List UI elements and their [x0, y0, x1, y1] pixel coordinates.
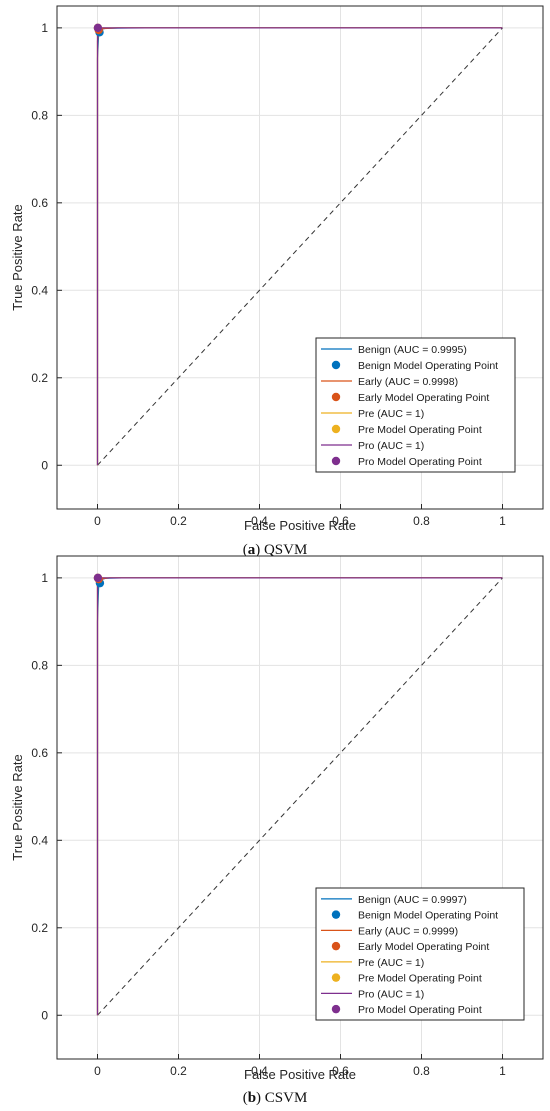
- x-axis-label: False Positive Rate: [244, 1067, 356, 1082]
- operating-point-pro: [93, 23, 103, 33]
- legend-entry-label: Pre (AUC = 1): [358, 957, 424, 969]
- y-tick-label: 0.8: [31, 658, 48, 672]
- figure-caption: (a) QSVM: [243, 542, 308, 558]
- caption-text: QSVM: [264, 542, 307, 558]
- x-tick-label: 0: [94, 1064, 101, 1078]
- x-tick-label: 0.6: [332, 514, 349, 528]
- x-tick-label: 0.4: [251, 1064, 268, 1078]
- chance-diagonal-line: [97, 577, 503, 1016]
- y-tick-label: 1: [41, 21, 48, 35]
- legend: Benign (AUC = 0.9997) Benign Model Operat…: [315, 887, 525, 1021]
- legend-entry-label: Early (AUC = 0.9999): [358, 925, 458, 937]
- y-tick-label: 0.4: [31, 283, 48, 297]
- y-tick-label: 0.2: [31, 921, 48, 935]
- legend-entry-label: Early (AUC = 0.9998): [358, 376, 458, 388]
- x-tick-label: 0.2: [170, 514, 187, 528]
- legend-entry-label: Early Model Operating Point: [358, 941, 489, 953]
- caption-label: b: [248, 1090, 256, 1106]
- x-tick-label: 0.6: [332, 1064, 349, 1078]
- x-tick-label: 0: [94, 514, 101, 528]
- legend-marker-swatch: [331, 910, 341, 919]
- legend-entry-label: Benign Model Operating Point: [358, 360, 498, 372]
- roc-chart-a: 0 0.2 0.4 0.6 0.8 1 0 0.2 0.4 0.6 0.8 1 False Positi…: [10, 5, 544, 558]
- legend-entry-label: Pro (AUC = 1): [358, 988, 424, 1000]
- legend-entry-label: Pre Model Operating Point: [358, 973, 482, 985]
- y-tick-label: 0.4: [31, 833, 48, 847]
- caption-text: CSVM: [265, 1090, 308, 1106]
- x-tick-label: 0.4: [251, 514, 268, 528]
- axes-box: [56, 5, 544, 510]
- x-axis-label: False Positive Rate: [244, 518, 356, 533]
- y-tick-label: 1: [41, 571, 48, 585]
- legend-marker-swatch: [331, 360, 341, 370]
- figure-caption: (b) CSVM: [243, 1090, 308, 1106]
- operating-point-pro: [93, 573, 103, 583]
- y-tick-label: 0.8: [31, 108, 48, 122]
- legend-box: [315, 887, 525, 1021]
- legend-marker-swatch: [331, 1004, 341, 1014]
- legend-entry-label: Pro Model Operating Point: [358, 1004, 482, 1016]
- legend-entry-label: Early Model Operating Point: [358, 392, 489, 404]
- y-tick-label: 0.6: [31, 196, 48, 210]
- y-axis-label: True Positive Rate: [10, 754, 25, 860]
- y-tick-label: 0: [41, 1008, 48, 1022]
- chance-diagonal-line: [97, 27, 503, 466]
- legend-marker-swatch: [331, 424, 341, 434]
- caption-label: a: [248, 542, 256, 558]
- legend-box: [315, 337, 516, 473]
- legend-entry-label: Pro (AUC = 1): [358, 440, 424, 452]
- y-tick-label: 0.2: [31, 371, 48, 385]
- legend-entry-label: Benign Model Operating Point: [358, 910, 498, 922]
- roc-chart-b: 0 0.2 0.4 0.6 0.8 1 0 0.2 0.4 0.6 0.8 1 False Positi…: [10, 555, 544, 1106]
- y-tick-label: 0.6: [31, 746, 48, 760]
- legend-entry-label: Benign (AUC = 0.9995): [358, 344, 467, 356]
- x-tick-label: 0.2: [170, 1064, 187, 1078]
- x-tick-label: 0.8: [413, 1064, 430, 1078]
- legend-marker-swatch: [331, 941, 341, 951]
- y-axis-label: True Positive Rate: [10, 204, 25, 310]
- axes-box: [56, 555, 544, 1060]
- x-tick-label: 1: [499, 514, 506, 528]
- legend-entry-label: Pro Model Operating Point: [358, 456, 482, 468]
- legend-entry-label: Pre Model Operating Point: [358, 424, 482, 436]
- x-tick-label: 0.8: [413, 514, 430, 528]
- legend-marker-swatch: [331, 973, 341, 982]
- legend-marker-swatch: [331, 392, 341, 402]
- y-tick-label: 0: [41, 458, 48, 472]
- x-tick-label: 1: [499, 1064, 506, 1078]
- legend-entry-label: Benign (AUC = 0.9997): [358, 894, 467, 906]
- legend-entry-label: Pre (AUC = 1): [358, 408, 424, 420]
- legend: Benign (AUC = 0.9995) Benign Model Operat…: [315, 337, 516, 473]
- legend-marker-swatch: [331, 456, 341, 466]
